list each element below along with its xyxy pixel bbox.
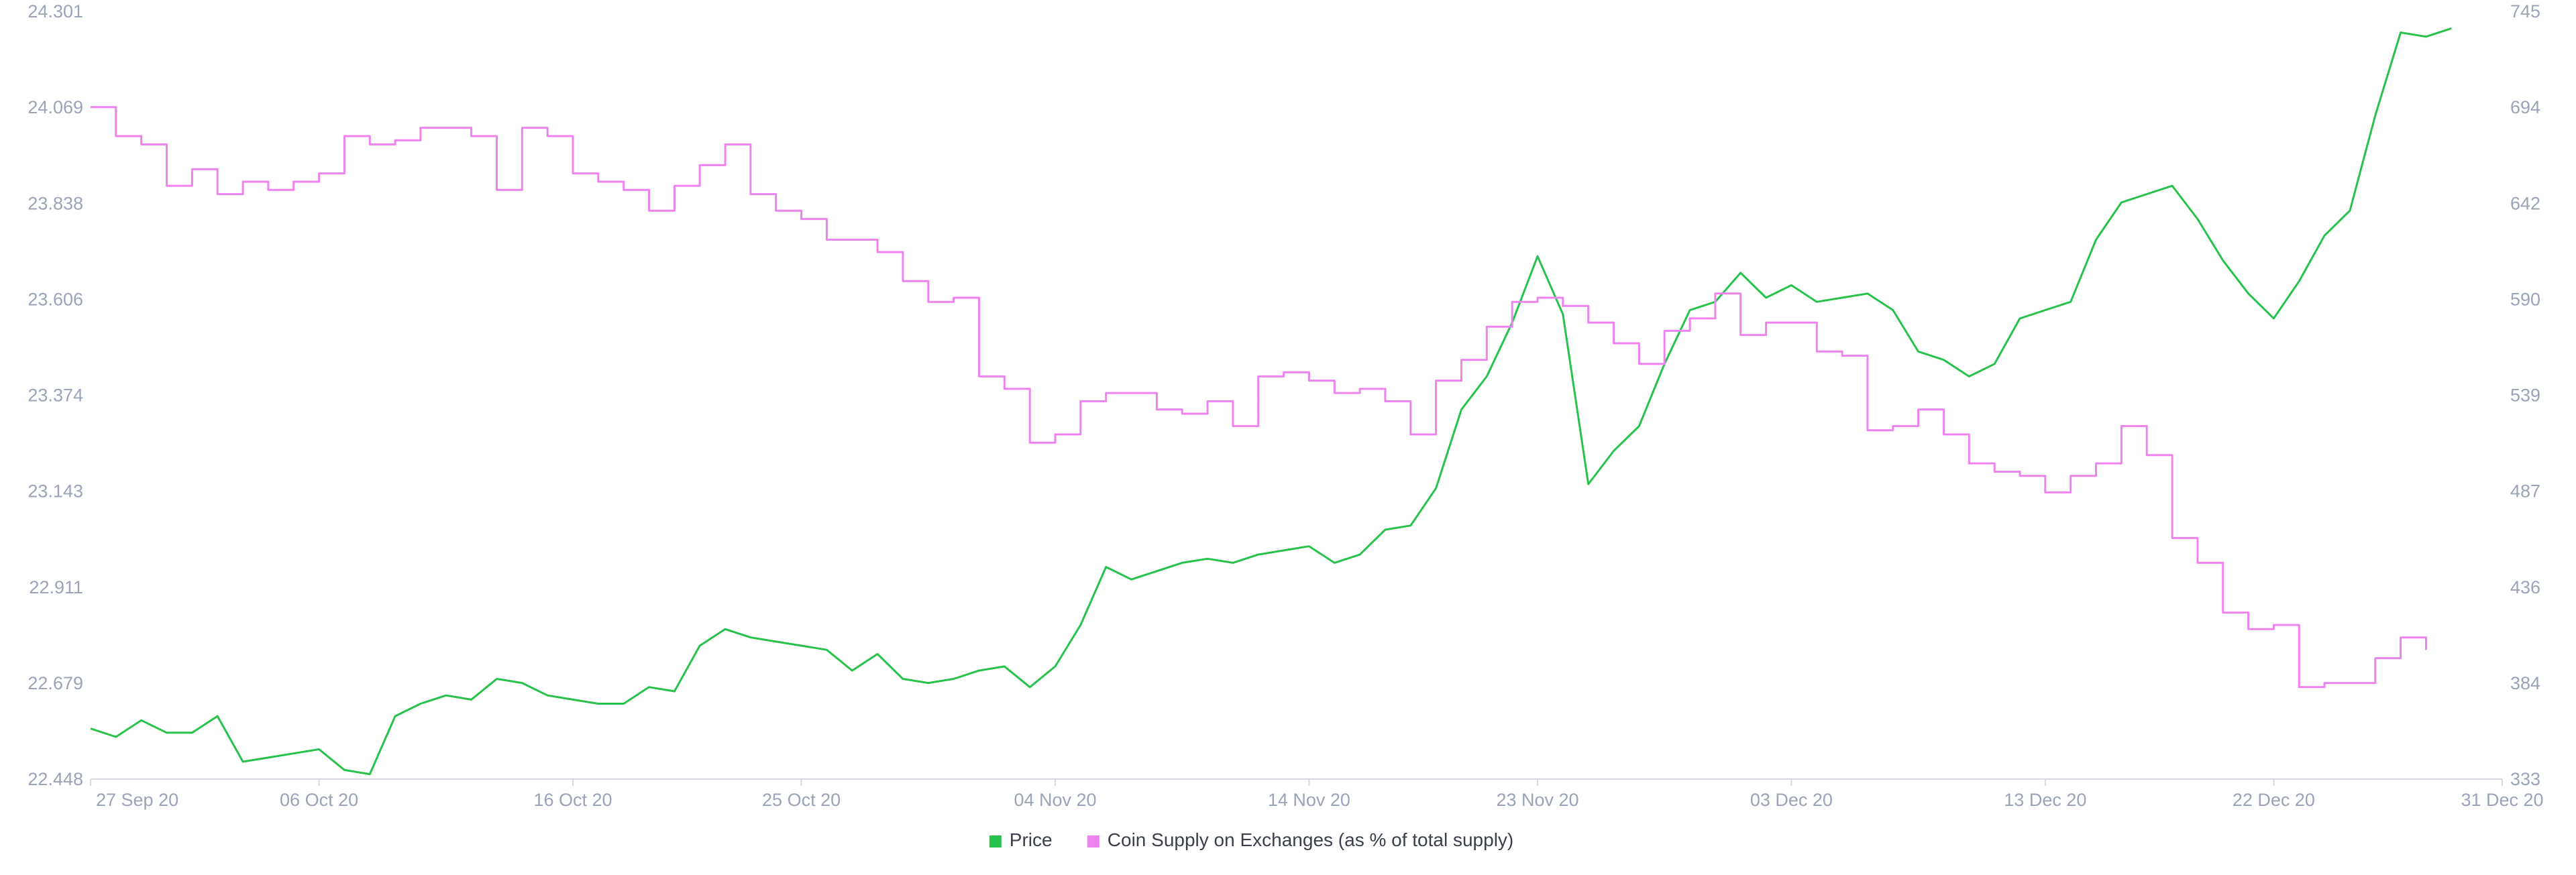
x-tick-label: 13 Dec 20	[2004, 790, 2086, 810]
x-tick-label: 22 Dec 20	[2233, 790, 2315, 810]
x-tick-label: 27 Sep 20	[96, 790, 178, 810]
legend-swatch	[1087, 835, 1099, 848]
series-line-coin-supply[interactable]	[91, 106, 2427, 689]
y-right-tick-label: 333	[2510, 769, 2540, 789]
y-left-tick-label: 23.838	[28, 193, 83, 213]
x-tick-label: 23 Nov 20	[1496, 790, 1578, 810]
y-right-tick-label: 436	[2510, 577, 2540, 597]
y-left-tick-label: 23.374	[28, 386, 83, 406]
y-right-tick-label: 694	[2510, 97, 2540, 117]
series-line-price[interactable]	[90, 27, 2452, 776]
y-right-tick-label: 642	[2510, 193, 2540, 213]
legend-swatch	[989, 835, 1002, 848]
y-left-tick-label: 24.069	[28, 97, 83, 117]
x-tick-label: 03 Dec 20	[1750, 790, 1833, 810]
y-left-tick-label: 22.911	[29, 577, 83, 597]
x-tick-label: 25 Oct 20	[762, 790, 841, 810]
legend-label: Coin Supply on Exchanges (as % of total …	[1108, 829, 1513, 850]
legend-item-price[interactable]: Price	[989, 829, 1053, 850]
y-right-tick-label: 539	[2510, 386, 2540, 406]
y-left-tick-label: 24.301	[28, 1, 83, 21]
y-left-tick-label: 23.143	[28, 481, 83, 502]
x-tick-label: 14 Nov 20	[1268, 790, 1350, 810]
legend-item-coin-supply[interactable]: Coin Supply on Exchanges (as % of total …	[1087, 829, 1513, 850]
x-tick-label: 06 Oct 20	[280, 790, 358, 810]
y-left-tick-label: 22.679	[28, 673, 83, 693]
y-left-tick-label: 23.606	[28, 289, 83, 309]
legend-label: Price	[1010, 829, 1053, 850]
y-right-tick-label: 745	[2510, 1, 2540, 21]
y-left-tick-label: 22.448	[28, 769, 83, 789]
y-right-tick-label: 590	[2510, 289, 2540, 309]
y-right-tick-label: 384	[2510, 673, 2540, 693]
x-tick-label: 04 Nov 20	[1014, 790, 1096, 810]
x-tick-label: 31 Dec 20	[2461, 790, 2543, 810]
x-tick-label: 16 Oct 20	[533, 790, 612, 810]
y-right-tick-label: 487	[2510, 481, 2540, 502]
